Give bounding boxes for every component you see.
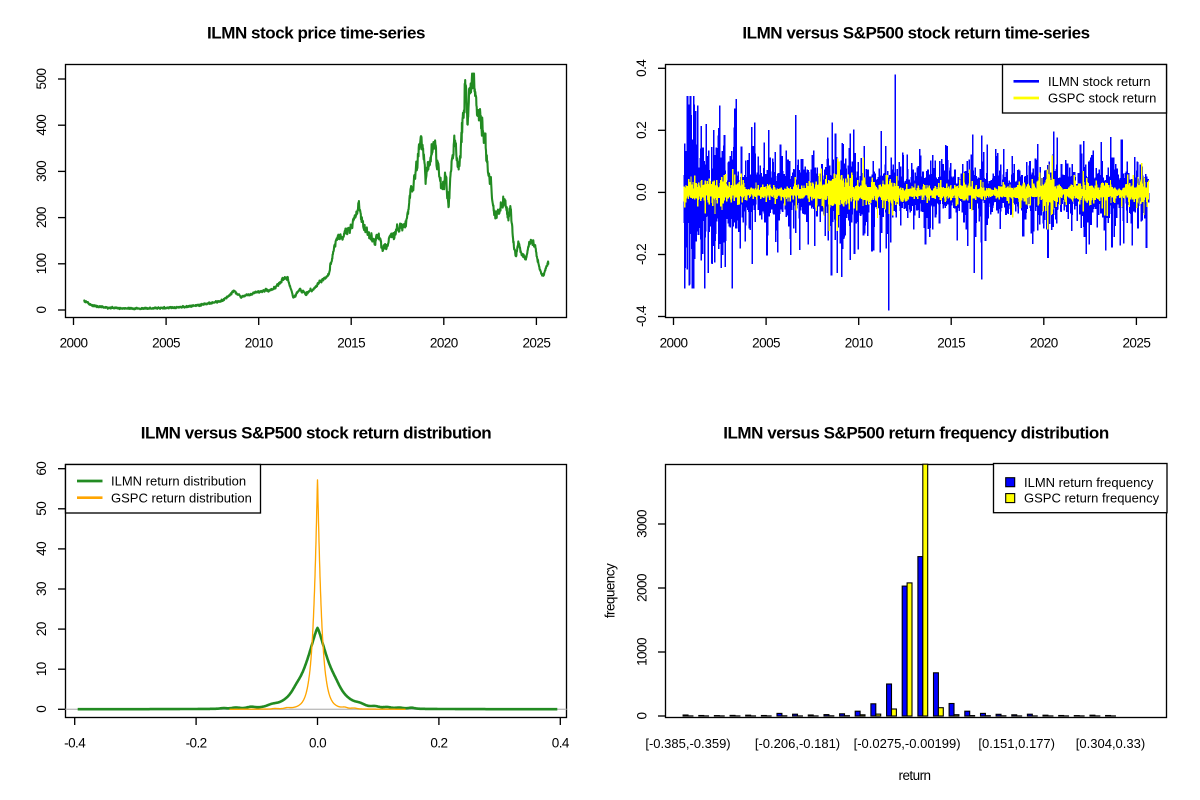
svg-text:0.0: 0.0 [634, 184, 649, 201]
svg-text:2000: 2000 [635, 574, 650, 602]
svg-text:30: 30 [34, 582, 49, 596]
svg-text:ILMN return frequency: ILMN return frequency [1024, 475, 1154, 490]
svg-text:1000: 1000 [635, 638, 650, 666]
svg-text:2015: 2015 [337, 336, 365, 351]
svg-text:50: 50 [34, 502, 49, 516]
svg-text:[-0.385,-0.359): [-0.385,-0.359) [645, 736, 730, 751]
svg-text:[0.304,0.33): [0.304,0.33) [1076, 736, 1145, 751]
svg-text:2005: 2005 [152, 336, 180, 351]
svg-text:0.0: 0.0 [309, 736, 326, 751]
svg-text:500: 500 [34, 69, 49, 90]
svg-text:GSPC return distribution: GSPC return distribution [111, 490, 252, 505]
svg-text:60: 60 [34, 462, 49, 476]
svg-text:300: 300 [34, 161, 49, 182]
svg-text:ILMN stock return: ILMN stock return [1048, 74, 1151, 89]
svg-text:2025: 2025 [1122, 336, 1150, 351]
svg-text:2000: 2000 [60, 336, 88, 351]
svg-text:[-0.206,-0.181): [-0.206,-0.181) [755, 736, 840, 751]
svg-text:400: 400 [34, 115, 49, 136]
svg-text:-0.2: -0.2 [634, 244, 649, 265]
svg-text:0: 0 [635, 712, 650, 719]
svg-text:2025: 2025 [522, 336, 550, 351]
svg-text:ILMN stock price time-series: ILMN stock price time-series [207, 24, 425, 43]
svg-text:2010: 2010 [245, 336, 273, 351]
svg-text:-0.4: -0.4 [64, 736, 86, 751]
svg-text:0.4: 0.4 [552, 736, 570, 751]
svg-text:ILMN return distribution: ILMN return distribution [111, 474, 246, 489]
svg-text:GSPC stock return: GSPC stock return [1048, 91, 1156, 106]
svg-text:100: 100 [34, 253, 49, 274]
svg-text:return: return [899, 768, 931, 783]
svg-text:2015: 2015 [937, 336, 965, 351]
svg-text:-0.4: -0.4 [634, 305, 649, 327]
svg-text:0.4: 0.4 [634, 59, 649, 77]
svg-text:0: 0 [34, 306, 49, 313]
svg-text:frequency: frequency [603, 563, 618, 618]
svg-text:ILMN versus S&P500 return freq: ILMN versus S&P500 return frequency dist… [723, 424, 1109, 443]
svg-text:2010: 2010 [845, 336, 873, 351]
svg-text:0.2: 0.2 [634, 122, 649, 139]
svg-text:10: 10 [34, 662, 49, 676]
svg-text:GSPC return frequency: GSPC return frequency [1024, 491, 1160, 506]
svg-text:40: 40 [34, 542, 49, 556]
svg-text:20: 20 [34, 622, 49, 636]
svg-text:ILMN versus S&P500 stock retur: ILMN versus S&P500 stock return distribu… [141, 424, 492, 443]
svg-text:0: 0 [34, 706, 49, 713]
svg-text:-0.2: -0.2 [186, 736, 207, 751]
svg-text:2020: 2020 [430, 336, 458, 351]
svg-text:ILMN versus S&P500 stock retur: ILMN versus S&P500 stock return time-ser… [742, 24, 1089, 43]
svg-text:2000: 2000 [660, 336, 688, 351]
svg-text:[0.151,0.177): [0.151,0.177) [978, 736, 1055, 751]
svg-text:3000: 3000 [635, 510, 650, 538]
svg-text:200: 200 [34, 207, 49, 228]
svg-text:2020: 2020 [1030, 336, 1058, 351]
svg-text:2005: 2005 [752, 336, 780, 351]
svg-text:0.2: 0.2 [430, 736, 447, 751]
svg-text:[-0.0275,-0.00199): [-0.0275,-0.00199) [854, 736, 961, 751]
